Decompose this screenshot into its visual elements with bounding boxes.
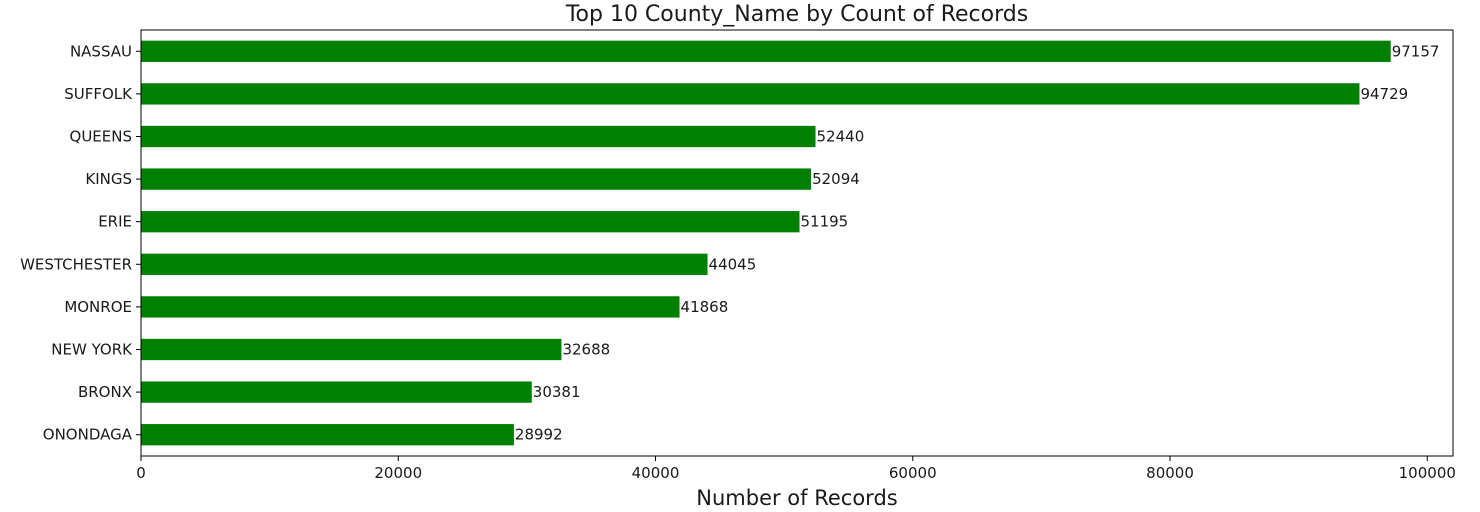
bar [141, 424, 514, 446]
chart-title: Top 10 County_Name by Count of Records [565, 2, 1028, 27]
bar [141, 168, 812, 190]
y-tick-label: BRONX [78, 383, 132, 401]
x-tick-label: 80000 [1146, 464, 1194, 482]
plot-frame [140, 29, 1454, 457]
x-tick-label: 100000 [1399, 464, 1456, 482]
y-tick-label: MONROE [64, 298, 132, 316]
bar [141, 83, 1360, 105]
y-tick-label: NEW YORK [51, 341, 133, 359]
y-tick-label: WESTCHESTER [20, 255, 132, 273]
x-tick-label: 20000 [374, 464, 422, 482]
data-label: 52440 [817, 128, 865, 146]
bar [141, 381, 532, 403]
bar [141, 125, 816, 148]
y-tick-label: NASSAU [70, 42, 132, 60]
x-tick-label: 60000 [889, 464, 937, 482]
y-tick-label: QUEENS [70, 128, 132, 146]
data-label: 44045 [709, 255, 757, 273]
x-axis-label: Number of Records [696, 486, 897, 510]
y-tick-label: ONONDAGA [43, 426, 133, 444]
data-label: 97157 [1392, 42, 1440, 60]
plot-area: NASSAU 97157 SUFFOLK 94729 QUEENS 52440 KINGS 5… [20, 29, 1456, 482]
bar [141, 338, 562, 361]
bar [141, 296, 680, 318]
data-label: 41868 [681, 298, 729, 316]
y-tick-label: KINGS [85, 170, 132, 188]
bar [141, 211, 800, 233]
data-label: 32688 [562, 341, 610, 359]
data-label: 94729 [1360, 85, 1408, 103]
x-tick-label: 0 [136, 464, 146, 482]
bar [141, 40, 1391, 62]
y-tick-label: SUFFOLK [64, 85, 133, 103]
data-label: 28992 [515, 426, 563, 444]
data-label: 52094 [812, 170, 860, 188]
data-label: 30381 [533, 383, 581, 401]
data-label: 51195 [801, 213, 849, 231]
bar [141, 253, 708, 275]
x-tick-label: 40000 [632, 464, 680, 482]
y-tick-label: ERIE [98, 213, 132, 231]
